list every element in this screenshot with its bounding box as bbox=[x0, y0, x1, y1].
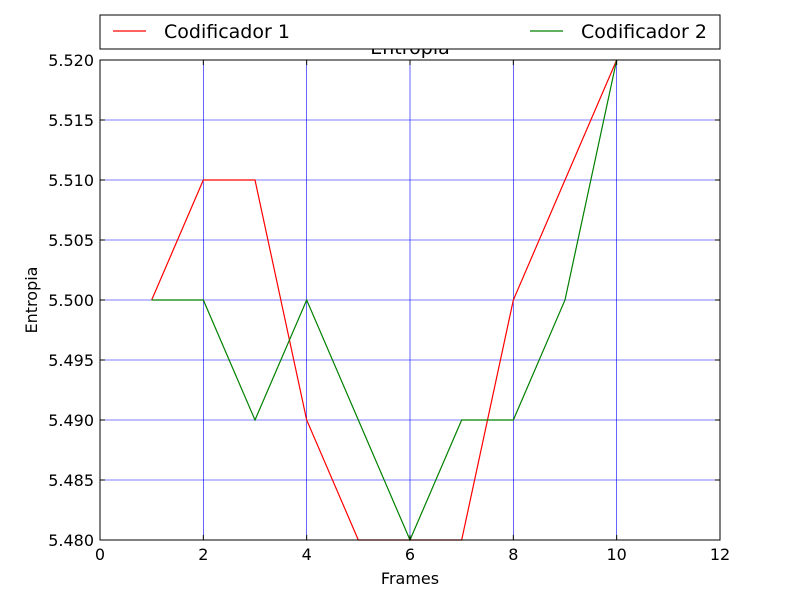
y-tick-labels: 5.480 5.485 5.490 5.495 5.500 5.505 5.510 5.515… bbox=[48, 51, 94, 550]
y-tick-label: 5.505 bbox=[48, 231, 94, 250]
x-tick-label: 8 bbox=[508, 545, 518, 564]
x-tick-label: 10 bbox=[606, 545, 626, 564]
legend-label-codificador-2: Codificador 2 bbox=[581, 21, 707, 43]
legend-label-codificador-1: Codificador 1 bbox=[164, 21, 290, 43]
y-tick-label: 5.500 bbox=[48, 291, 94, 310]
x-tick-label: 4 bbox=[302, 545, 312, 564]
x-axis-label: Frames bbox=[381, 569, 439, 588]
legend-box bbox=[99, 14, 721, 50]
x-tick-label: 12 bbox=[710, 545, 730, 564]
series-line-codificador-2 bbox=[151, 59, 618, 542]
y-axis-label: Entropia bbox=[22, 267, 41, 334]
y-tick-label: 5.510 bbox=[48, 171, 94, 190]
y-tick-label: 5.495 bbox=[48, 351, 94, 370]
y-tick-label: 5.490 bbox=[48, 411, 94, 430]
y-tick-label: 5.520 bbox=[48, 51, 94, 70]
x-tick-label: 6 bbox=[405, 545, 415, 564]
y-tick-label: 5.485 bbox=[48, 471, 94, 490]
legend: Codificador 1 Codificador 2 bbox=[99, 14, 721, 50]
y-tick-label: 5.480 bbox=[48, 531, 94, 550]
y-tick-label: 5.515 bbox=[48, 111, 94, 130]
ticks bbox=[99, 59, 721, 541]
x-tick-labels: 0 2 4 6 8 10 12 bbox=[95, 545, 730, 564]
x-tick-label: 0 bbox=[95, 545, 105, 564]
x-tick-label: 2 bbox=[198, 545, 208, 564]
